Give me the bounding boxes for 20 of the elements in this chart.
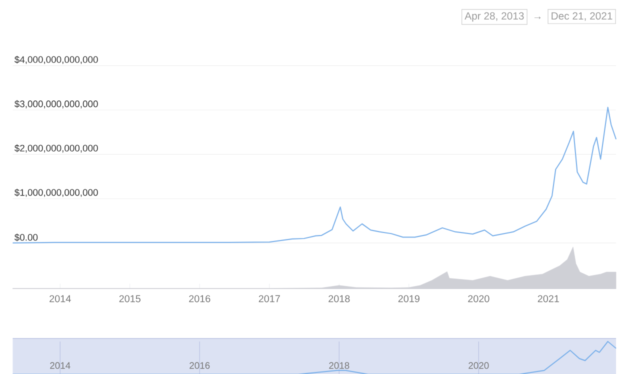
x-tick-label: 2016	[190, 362, 210, 369]
x-tick-label: 2016	[189, 295, 210, 302]
y-tick-label: $0.00	[14, 233, 38, 242]
x-tick-label: 2020	[468, 362, 489, 369]
x-tick-label: 2018	[329, 362, 350, 369]
text: →	[534, 16, 541, 19]
y-tick-label: $2,000,000,000,000	[14, 144, 98, 152]
text: Apr 28, 2013	[464, 12, 524, 22]
x-tick-label: 2020	[468, 295, 490, 302]
x-tick-label: 2015	[119, 295, 140, 302]
y-tick-label: $3,000,000,000,000	[14, 100, 98, 108]
x-tick-label: 2021	[538, 295, 559, 302]
x-tick-label: 2019	[398, 295, 420, 302]
x-tick-label: 2014	[50, 362, 70, 369]
y-tick-label: $4,000,000,000,000	[14, 56, 98, 64]
x-tick-label: 2014	[50, 295, 71, 302]
x-tick-label: 2018	[328, 295, 350, 302]
y-tick-label: $1,000,000,000,000	[14, 188, 98, 197]
text: Dec 21, 2021	[552, 12, 612, 21]
x-tick-label: 2017	[258, 295, 280, 302]
